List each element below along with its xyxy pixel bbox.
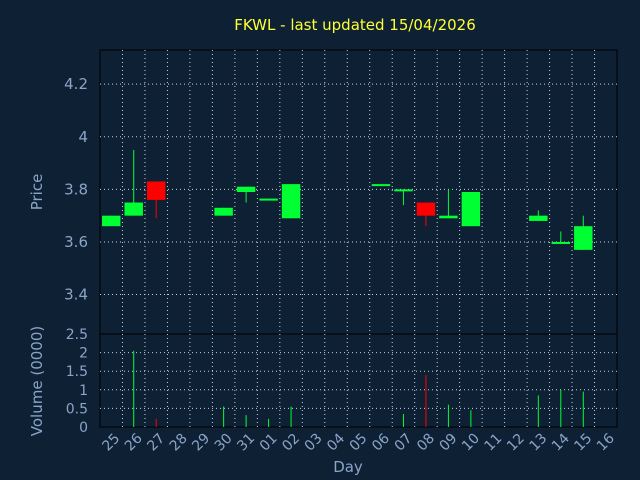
candle-body <box>281 184 301 219</box>
x-tick-label: 16 <box>594 430 618 454</box>
x-tick-label: 15 <box>571 431 595 455</box>
candle-body <box>551 241 571 244</box>
volume-plot-area <box>99 333 618 428</box>
x-tick-label: 08 <box>414 431 438 455</box>
price-plot-area <box>99 49 618 335</box>
x-tick-label: 29 <box>189 431 213 455</box>
x-tick-label: 14 <box>549 430 573 454</box>
volume-tick-label: 0 <box>79 420 88 436</box>
candle-body <box>416 202 436 216</box>
price-grid <box>100 50 617 334</box>
x-tick-label: 12 <box>504 431 528 455</box>
x-tick-label: 11 <box>482 431 506 455</box>
candle-body <box>371 184 391 187</box>
x-tick-label: 10 <box>459 431 483 455</box>
volume-tick-label: 2 <box>79 346 88 362</box>
price-tick-label: 3.8 <box>64 180 88 198</box>
x-axis-label: Day <box>333 458 363 476</box>
candle-body <box>439 215 458 219</box>
x-tick-label: 06 <box>369 430 393 454</box>
volume-panel: 2.5 2 1.5 1 0.5 0 Volume (0000) <box>28 326 618 436</box>
candle-body <box>214 207 233 216</box>
candle-body <box>236 186 256 192</box>
volume-tick-label: 1.5 <box>66 364 88 380</box>
volume-bars <box>133 350 584 427</box>
candle-body <box>394 189 413 192</box>
chart-title: FKWL - last updated 15/04/2026 <box>234 16 476 34</box>
price-tick-label: 4 <box>78 128 88 146</box>
price-tick-label: 3.6 <box>64 233 88 251</box>
candle-body <box>146 181 166 200</box>
x-tick-label: 04 <box>324 430 348 454</box>
volume-y-ticks: 2.5 2 1.5 1 0.5 0 <box>66 327 88 436</box>
x-tick-label: 27 <box>144 431 168 455</box>
volume-axis-label: Volume (0000) <box>28 326 46 436</box>
x-ticks: 2526272829303101020304050607080910111213… <box>99 430 617 454</box>
price-tick-label: 3.4 <box>64 286 88 304</box>
x-tick-label: 13 <box>526 431 550 455</box>
x-tick-label: 07 <box>392 431 416 455</box>
candle-body <box>259 198 278 201</box>
candle-body <box>529 215 548 221</box>
volume-tick-label: 0.5 <box>66 401 88 417</box>
price-tick-label: 4.2 <box>64 75 88 93</box>
volume-tick-label: 2.5 <box>66 327 88 343</box>
price-panel: 4.2 4 3.8 3.6 3.4 Price <box>28 49 618 335</box>
x-tick-label: 26 <box>122 430 146 454</box>
x-tick-label: 25 <box>99 431 123 455</box>
candle-body <box>574 226 593 250</box>
candle-body <box>124 202 143 216</box>
price-axis-label: Price <box>28 174 46 211</box>
x-tick-label: 02 <box>279 431 303 455</box>
x-tick-label: 01 <box>257 431 281 455</box>
x-tick-label: 31 <box>234 431 258 455</box>
price-y-ticks: 4.2 4 3.8 3.6 3.4 <box>64 75 88 303</box>
x-tick-label: 05 <box>347 431 371 455</box>
x-tick-label: 09 <box>437 431 461 455</box>
x-tick-label: 28 <box>167 431 191 455</box>
x-tick-label: 30 <box>212 431 236 455</box>
candles <box>102 149 593 250</box>
candle-body <box>461 192 481 227</box>
volume-tick-label: 1 <box>79 383 88 399</box>
x-tick-label: 03 <box>302 431 326 455</box>
candle-body <box>102 215 121 227</box>
